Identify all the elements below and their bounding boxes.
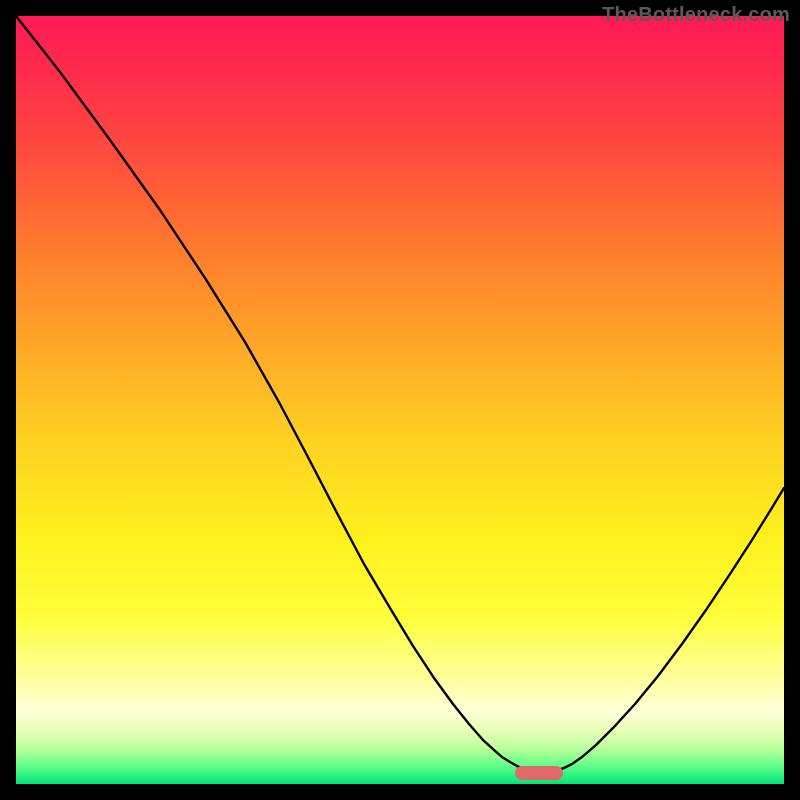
frame-border-left — [0, 0, 16, 800]
watermark-text: TheBottleneck.com — [602, 4, 790, 27]
plot-background — [16, 16, 784, 784]
frame-border-right — [784, 0, 800, 800]
chart-frame: TheBottleneck.com — [0, 0, 800, 800]
optimal-marker — [515, 766, 563, 780]
frame-border-bottom — [0, 784, 800, 800]
